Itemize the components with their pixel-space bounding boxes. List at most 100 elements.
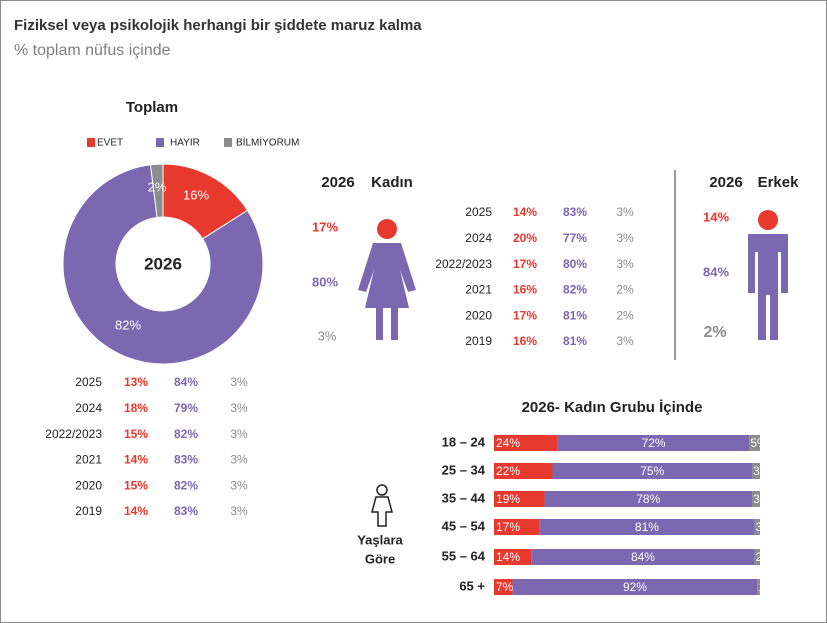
legend-swatch [156,138,164,147]
age-bar-label: 92% [623,580,647,594]
table-value: 14% [513,205,537,219]
age-category: 45 – 54 [442,518,486,533]
table-value: 18% [124,401,148,415]
table-year: 2019 [75,504,102,518]
age-bar [494,579,513,595]
age-bar [512,579,758,595]
age-bar [544,491,753,507]
women-value: 17% [312,219,338,234]
table-value: 3% [616,205,634,219]
age-bar [557,435,750,451]
table-value: 14% [124,453,148,467]
table-value: 82% [174,478,198,492]
age-bar-label: 14% [496,550,520,564]
table-year: 2025 [75,375,102,389]
table-year: 2022/2023 [435,257,492,271]
table-year: 2020 [465,308,492,322]
table-value: 3% [616,334,634,348]
donut-center: 2026 [144,254,182,273]
subtitle: % toplam nüfus içinde [14,42,171,59]
table-year: 2025 [465,205,492,219]
table-year: 2024 [465,231,492,245]
age-bar [494,549,532,565]
age-bar [752,463,760,479]
donut-slice [149,163,164,218]
table-value: 13% [124,375,148,389]
age-bar-label: 7% [496,580,514,594]
men-value: 2% [703,324,726,341]
table-value: 17% [513,257,537,271]
donut-label: 2% [148,179,167,194]
table-value: 20% [513,231,537,245]
title: Fiziksel veya psikolojik herhangi bir şi… [14,17,422,34]
table-year: 2021 [75,453,102,467]
age-bar [552,463,753,479]
table-value: 77% [563,231,587,245]
men-value: 84% [703,264,729,279]
men-label: Erkek [758,174,800,191]
age-bar [749,435,760,451]
table-value: 3% [230,427,248,441]
table-value: 80% [563,257,587,271]
age-bar-label: 3% [756,520,774,534]
age-title: 2026- Kadın Grubu İçinde [522,399,703,416]
age-bars: 24% 72% 5% 22% 75% 3% 19% 78% 3% 17% 81% 3% 14% 84% 2%… [494,435,774,595]
age-bar [539,519,755,535]
age-category: 55 – 64 [442,548,486,563]
table-value: 3% [230,478,248,492]
age-bar-label: 81% [635,520,659,534]
table-value: 17% [513,308,537,322]
table-year: 2021 [465,283,492,297]
age-bar-label: 3% [753,492,771,506]
table-year: 2019 [465,334,492,348]
age-bar-label: 19% [496,492,520,506]
age-bar-label: 22% [496,464,520,478]
men-value: 14% [703,209,729,224]
table-value: 3% [616,231,634,245]
table-value: 16% [513,334,537,348]
age-bar-label: 17% [496,520,520,534]
age-bar-label: 24% [496,436,520,450]
women-label: Kadın [371,174,413,191]
donut-label: 82% [115,317,141,332]
table-value: 3% [616,257,634,271]
table-value: 15% [124,478,148,492]
age-bar [757,579,760,595]
legend-label: HAYIR [170,138,200,149]
women-value: 80% [312,274,338,289]
age-icon [371,484,393,527]
age-bar [754,549,760,565]
age-side-label: Yaşlara [357,532,403,547]
donut-title: Toplam [126,99,178,116]
table-value: 14% [124,504,148,518]
age-category: 18 – 24 [442,434,486,449]
legend-swatch [224,138,232,147]
table-value: 82% [563,283,587,297]
table-value: 83% [174,453,198,467]
age-bar-label: 84% [631,550,655,564]
age-category: 25 – 34 [442,462,486,477]
women-value: 3% [318,328,337,343]
age-bar-label: 2% [756,550,774,564]
table-value: 2% [616,308,634,322]
age-bar [494,491,545,507]
table-value: 81% [563,308,587,322]
age-bar [494,463,553,479]
age-bar-label: 5% [750,436,768,450]
age-bar-label: 75% [640,464,664,478]
age-bar [531,549,755,565]
age-side-label: Göre [365,551,395,566]
table-value: 16% [513,283,537,297]
women-year: 2026 [321,174,354,191]
age-bar [494,519,540,535]
age-bar [752,491,760,507]
table-value: 84% [174,375,198,389]
donut-slice [62,164,264,365]
woman-icon [358,219,416,340]
table-value: 3% [230,453,248,467]
age-category: 35 – 44 [442,490,486,505]
table-value: 3% [230,401,248,415]
table-value: 83% [563,205,587,219]
